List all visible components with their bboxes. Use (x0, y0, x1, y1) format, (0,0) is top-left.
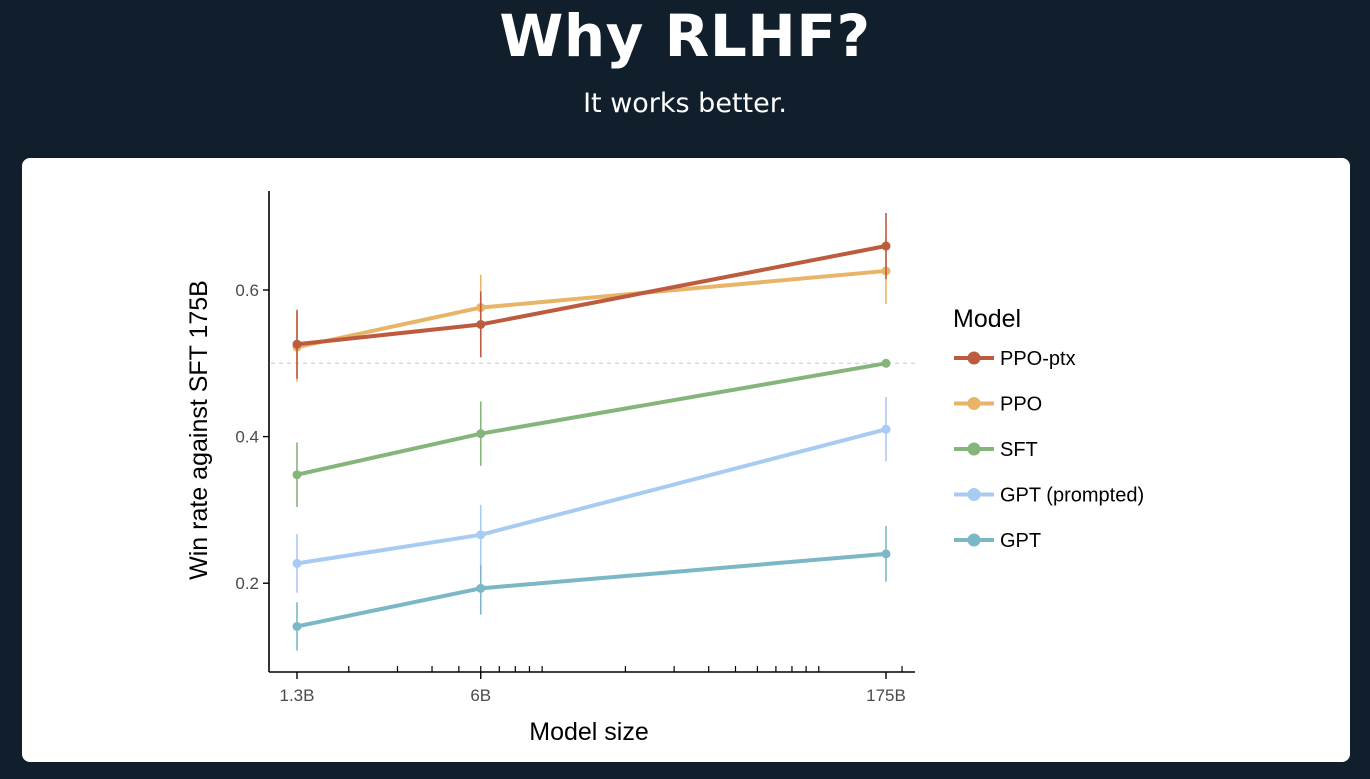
data-point-sft (292, 470, 302, 480)
legend-marker-gpt (967, 533, 981, 547)
slide-title: Why RLHF? (499, 2, 871, 70)
y-axis-title: Win rate against SFT 175B (185, 280, 213, 580)
slide-subtitle: It works better. (583, 88, 787, 119)
legend-label-ppo-ptx: PPO-ptx (1000, 348, 1076, 370)
data-point-gpt (292, 621, 302, 631)
series-line-gpt-prompted (295, 427, 888, 566)
data-point-gpt-prompted (881, 424, 891, 434)
x-tick-label: 1.3B (280, 686, 315, 705)
y-tick-label: 0.6 (235, 281, 259, 300)
x-axis-title: Model size (529, 718, 649, 746)
y-tick-label: 0.2 (235, 574, 259, 593)
legend-label-sft: SFT (1000, 439, 1038, 461)
data-point-sft (881, 358, 891, 368)
series-line-gpt (295, 551, 888, 629)
y-tick-label: 0.4 (235, 428, 259, 447)
legend-label-ppo: PPO (1000, 394, 1042, 416)
legend-marker-sft (967, 442, 981, 456)
x-tick-label: 175B (866, 686, 906, 705)
data-point-ppo-ptx (476, 319, 486, 329)
data-point-gpt-prompted (476, 530, 486, 540)
legend-label-gpt: GPT (1000, 530, 1041, 552)
legend-label-gpt-prompted: GPT (prompted) (1000, 485, 1144, 507)
x-tick-label: 6B (470, 686, 491, 705)
win-rate-chart: Model size Win rate against SFT 175B Mod… (185, 191, 1144, 746)
legend-title: Model (953, 305, 1021, 333)
legend-marker-gpt-prompted (967, 488, 981, 501)
data-point-gpt (881, 549, 891, 559)
legend-marker-ppo-ptx (967, 351, 981, 365)
data-point-gpt (476, 583, 486, 593)
data-point-gpt-prompted (292, 558, 302, 568)
chart-card: Model size Win rate against SFT 175B Mod… (22, 158, 1350, 762)
series-line-sft (295, 361, 888, 477)
data-point-ppo-ptx (881, 241, 891, 251)
data-point-sft (476, 429, 486, 439)
legend-marker-ppo (967, 397, 981, 410)
data-point-ppo-ptx (292, 339, 302, 349)
